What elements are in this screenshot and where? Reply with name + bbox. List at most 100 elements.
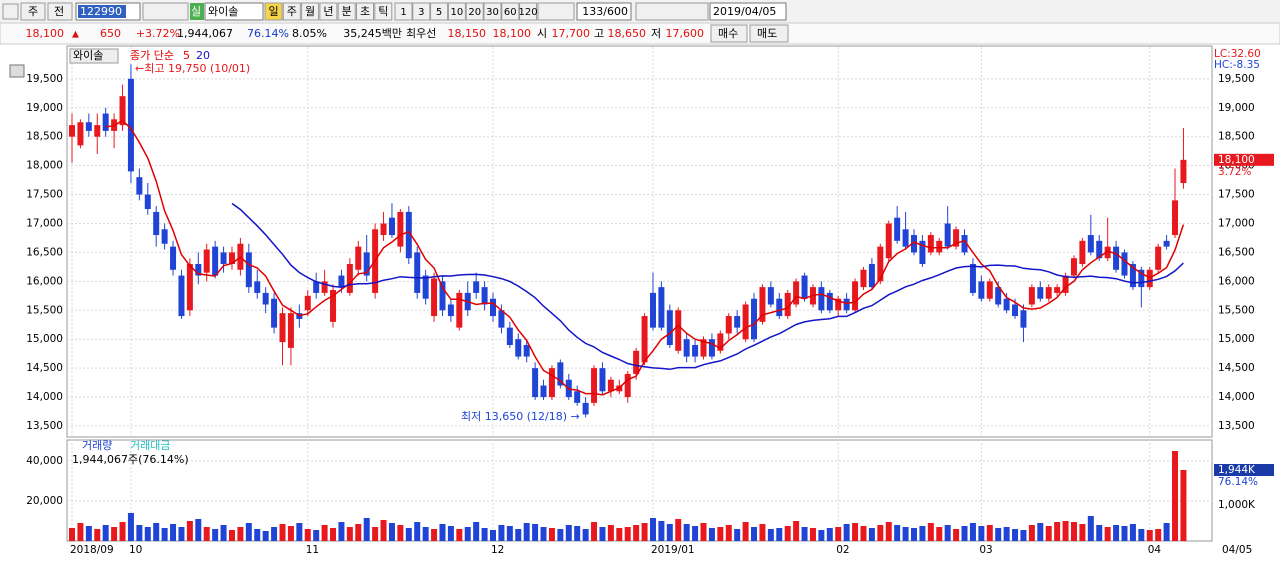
tools[interactable] [635,2,709,21]
candle-body [481,287,488,305]
stock-label: 와이솔 [73,49,103,62]
interval-btn[interactable] [412,2,431,21]
candle-body [1003,298,1010,311]
real-btn[interactable] [190,3,204,20]
volume-bar [372,527,379,541]
candle-body [380,223,387,236]
volume-bar [818,530,825,541]
amount: 35,245백만 [343,27,402,40]
volume-bar [506,526,513,541]
volume-bar [1138,529,1145,541]
combo[interactable] [537,2,575,21]
candle-body [119,96,126,126]
period-btn[interactable] [282,2,301,21]
y-tick-label: 16,000 [26,275,63,287]
icons[interactable] [142,2,189,21]
high-note: ←최고 19,750 (10/01) [135,62,250,75]
period-btn[interactable] [264,2,283,21]
candle-body [759,287,766,322]
volume-bar [1012,529,1019,541]
interval-btn[interactable] [501,2,520,21]
value-tag: 76.14% [1218,476,1258,488]
sell: 매도 [757,27,777,40]
name-box[interactable] [204,2,264,21]
interval-btn[interactable] [430,2,449,21]
volume-bar [591,522,598,541]
period-btn[interactable] [337,2,356,21]
volume-bar [1163,523,1170,541]
period: 월 [305,5,315,18]
candle-body [969,263,976,293]
candle-body [203,249,210,273]
interval: 20 [468,7,481,18]
candle-body [835,298,842,311]
volume-bar [742,522,749,541]
candle-body [658,287,665,328]
volume-bar [540,527,547,541]
interval: 120 [519,7,538,18]
candle-body [944,223,951,247]
period-btn[interactable] [319,2,338,21]
x-tick-label: 12 [491,544,504,556]
hc: HC:-8.35 [1214,59,1260,71]
volume-bar [708,528,715,541]
volume-bar [641,523,648,541]
candle-body [868,263,875,288]
combo[interactable] [47,2,73,21]
y2-tick-label: 15,000 [1218,333,1255,345]
period-btn[interactable] [356,2,374,21]
candle-body [902,229,909,247]
interval-btn[interactable] [447,2,466,21]
volume-bar [338,522,345,541]
candle-body [843,298,850,311]
candle-body [94,125,101,137]
volume-note: 1,944,067주(76.14%) [72,453,189,466]
low-label: 저 [651,27,661,40]
date-box[interactable] [709,2,787,21]
sell-btn[interactable] [749,24,789,43]
count-box[interactable] [576,2,632,21]
ma-period: 20 [196,49,210,62]
volume-ratio: 76.14% [247,27,289,40]
y-tick-label: 16,500 [26,246,63,258]
candle-body [338,275,345,288]
interval-btn[interactable] [483,2,502,21]
combo[interactable] [20,2,46,21]
panel-icon[interactable] [9,64,25,78]
interval-btn[interactable] [519,2,538,21]
y-tick-label: 14,000 [26,391,63,403]
interval: 10 [451,7,464,18]
period-btn[interactable] [374,2,393,21]
volume-bar [911,528,917,541]
buy-btn[interactable] [710,24,748,43]
volume-bar [1087,516,1094,541]
volume-bar [262,531,269,541]
interval-btn[interactable] [394,2,413,21]
value-tick: 1,000K [1218,499,1256,511]
x-tick-label: 02 [836,544,849,556]
candle-body [447,304,454,317]
interval: 5 [436,7,442,18]
last-price: 18,100 [1218,154,1255,166]
volume-bar [860,526,867,541]
menu-icon[interactable] [2,3,19,20]
volume-bar [447,526,454,541]
candle-body [271,298,278,328]
candle-body [346,263,353,293]
candle-body [978,281,985,299]
candle-body [1028,287,1035,305]
y2-tick-label: 13,500 [1218,420,1255,432]
volume-bar [1003,527,1010,541]
volume-bar [186,521,193,541]
volume-bar [119,522,126,541]
volume-bar [793,521,800,541]
turnover: 8.05% [292,27,327,40]
interval-btn[interactable] [465,2,484,21]
candle-body [1121,252,1128,276]
candle-body [986,281,993,299]
last-date: 04/05 [1222,544,1252,556]
period-btn[interactable] [301,2,320,21]
candle-body [877,246,884,282]
stock-label-box [69,48,119,64]
volume-bar [978,526,985,541]
